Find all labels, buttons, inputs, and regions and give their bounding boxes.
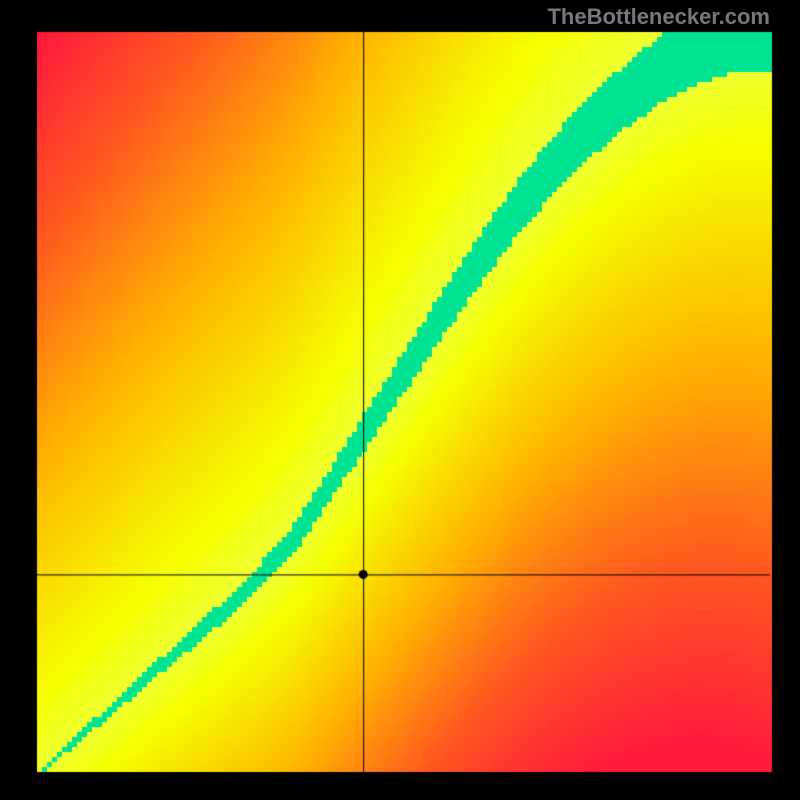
watermark-text: TheBottlenecker.com: [547, 4, 770, 30]
chart-container: TheBottlenecker.com: [0, 0, 800, 800]
bottleneck-heatmap: [0, 0, 800, 800]
